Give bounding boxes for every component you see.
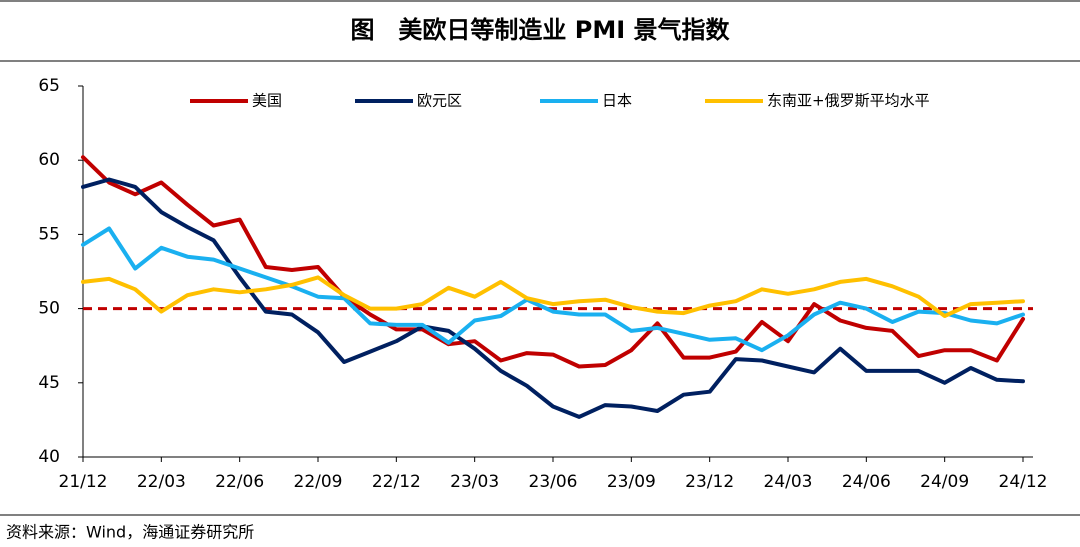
x-tick-label: 23/06: [529, 472, 578, 492]
y-tick-label: 40: [38, 447, 60, 467]
legend-label: 美国: [252, 92, 282, 110]
x-tick-label: 21/12: [59, 472, 108, 492]
source-note: 资料来源：Wind，海通证券研究所: [6, 523, 254, 542]
series-line: [81, 155, 1025, 369]
y-tick-label: 45: [38, 373, 60, 393]
series-line: [81, 226, 1025, 353]
x-tick-label: 22/12: [372, 472, 421, 492]
legend-label: 欧元区: [417, 92, 462, 110]
x-tick-label: 24/03: [764, 472, 813, 492]
chart-title: 图 美欧日等制造业 PMI 景气指数: [350, 16, 730, 44]
x-tick-label: 23/12: [685, 472, 734, 492]
x-tick-label: 24/06: [842, 472, 891, 492]
legend-label: 日本: [602, 92, 632, 110]
legend-label: 东南亚+俄罗斯平均水平: [767, 92, 930, 110]
x-tick-label: 24/09: [920, 472, 969, 492]
y-tick-label: 50: [38, 299, 60, 319]
y-tick-label: 65: [38, 76, 60, 96]
x-tick-label: 23/03: [450, 472, 499, 492]
series-line: [81, 177, 1025, 419]
x-tick-label: 24/12: [999, 472, 1048, 492]
y-tick-label: 55: [38, 224, 60, 244]
x-tick-label: 22/03: [137, 472, 186, 492]
series-line: [81, 275, 1025, 318]
y-tick-label: 60: [38, 150, 60, 170]
x-tick-label: 23/09: [607, 472, 656, 492]
x-tick-label: 22/06: [215, 472, 264, 492]
x-tick-label: 22/09: [294, 472, 343, 492]
